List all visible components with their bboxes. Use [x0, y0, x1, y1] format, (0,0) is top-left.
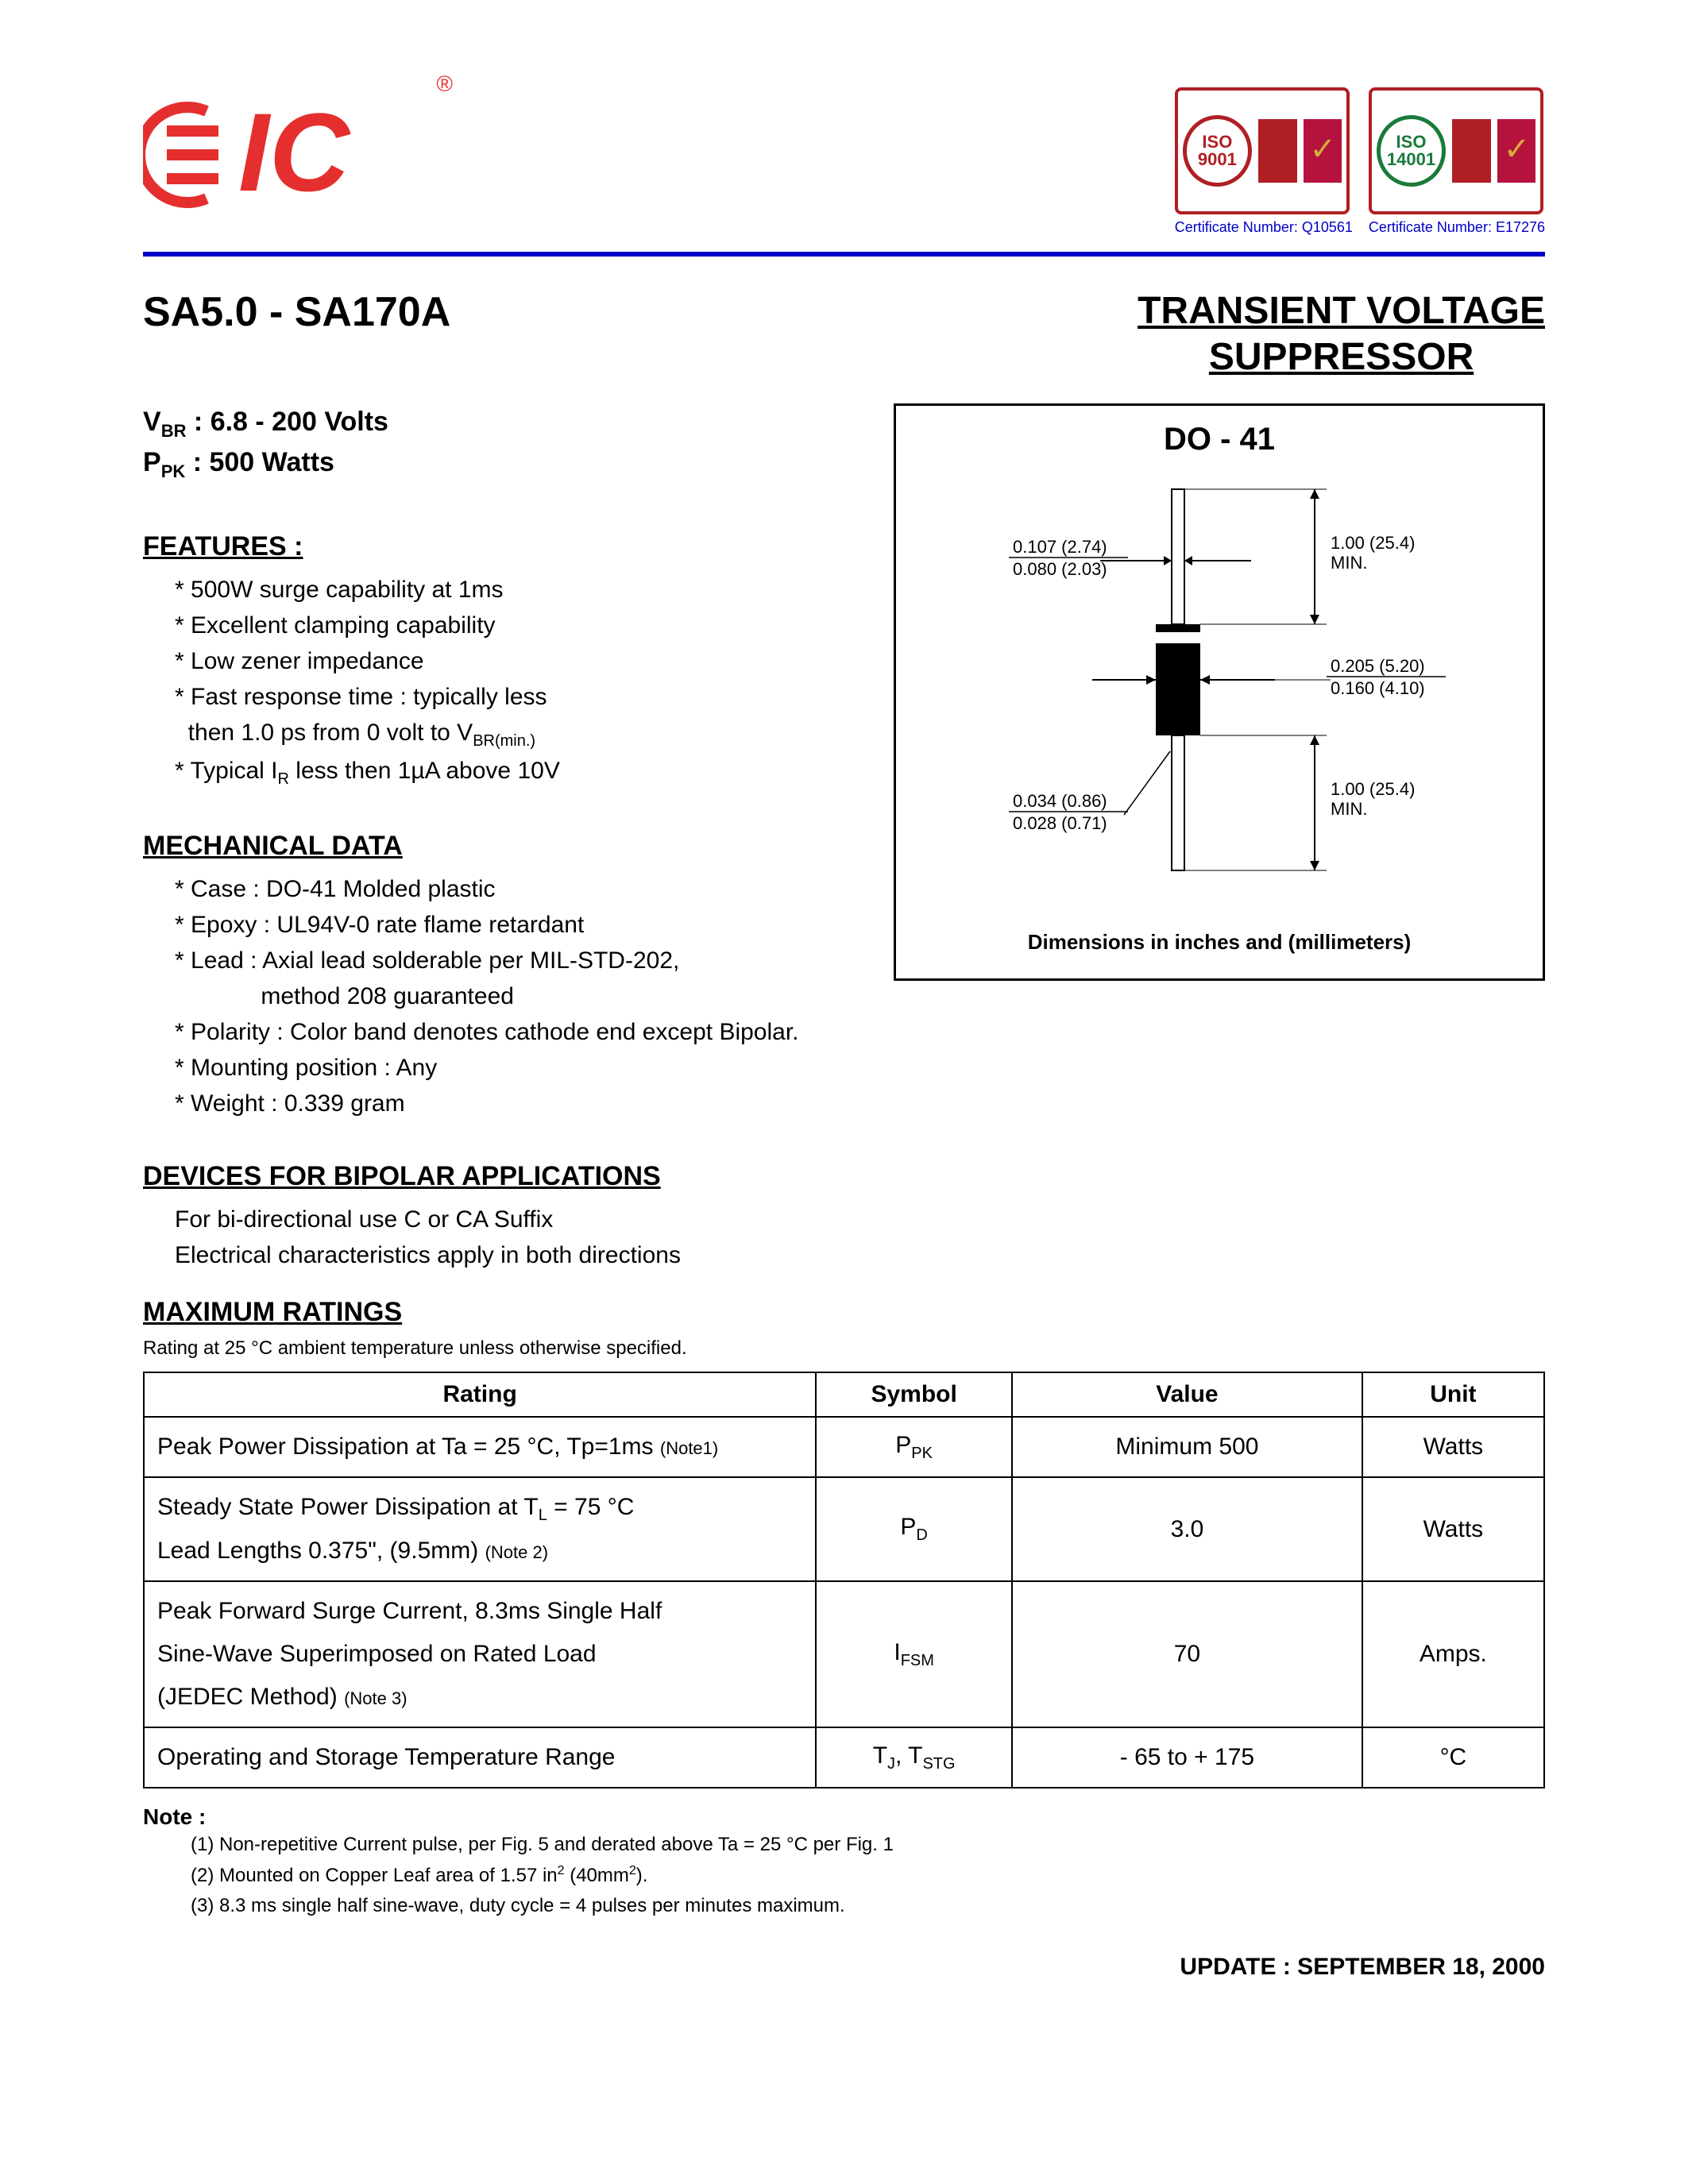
th-value: Value — [1012, 1372, 1362, 1417]
cell-symbol: PPK — [816, 1417, 1012, 1477]
note-item: (1) Non-repetitive Current pulse, per Fi… — [191, 1830, 1545, 1860]
dim-lead-dia-min: 0.080 (2.03) — [1013, 559, 1107, 579]
mechanical-heading: MECHANICAL DATA — [143, 831, 862, 862]
cell-value: 70 — [1012, 1581, 1362, 1727]
bipolar-heading: DEVICES FOR BIPOLAR APPLICATIONS — [143, 1161, 862, 1192]
table-row: Operating and Storage Temperature RangeT… — [144, 1727, 1544, 1788]
dim-top-lead-note: MIN. — [1331, 553, 1367, 573]
brand-logo: IC ® — [143, 87, 429, 226]
feature-item: * Fast response time : typically less th… — [175, 679, 862, 753]
bipolar-text: For bi-directional use C or CA Suffix El… — [175, 1202, 862, 1273]
header-divider — [143, 252, 1545, 257]
cell-rating: Operating and Storage Temperature Range — [144, 1727, 816, 1788]
dim-bot-lead-note: MIN. — [1331, 799, 1367, 819]
cell-rating: Steady State Power Dissipation at TL = 7… — [144, 1477, 816, 1581]
dim-bot-lead: 1.00 (25.4) — [1331, 779, 1415, 799]
mech-item: * Lead : Axial lead solderable per MIL-S… — [175, 943, 862, 1014]
cell-rating: Peak Forward Surge Current, 8.3ms Single… — [144, 1581, 816, 1727]
bipolar-line: Electrical characteristics apply in both… — [175, 1237, 862, 1273]
bipolar-line: For bi-directional use C or CA Suffix — [175, 1202, 862, 1237]
ppk-value: : 500 Watts — [193, 447, 334, 477]
main-content: VBR : 6.8 - 200 Volts PPK : 500 Watts FE… — [143, 403, 1545, 1297]
part-number-title: SA5.0 - SA170A — [143, 288, 450, 336]
features-list: * 500W surge capability at 1ms * Excelle… — [175, 572, 862, 791]
cert-iso14001: ISO 14001 Certificate Number: E17276 — [1369, 87, 1545, 236]
feature-item: * Typical IR less then 1µA above 10V — [175, 753, 862, 791]
table-row: Steady State Power Dissipation at TL = 7… — [144, 1477, 1544, 1581]
title-row: SA5.0 - SA170A TRANSIENT VOLTAGE SUPPRES… — [143, 288, 1545, 380]
right-column: DO - 41 0.107 (2.74) — [894, 403, 1545, 1297]
cell-rating: Peak Power Dissipation at Ta = 25 °C, Tp… — [144, 1417, 816, 1477]
certifications: ISO 9001 Certificate Number: Q10561 ISO … — [1175, 87, 1545, 236]
cert-side-panel — [1452, 119, 1491, 183]
notes-heading: Note : — [143, 1804, 1545, 1830]
features-heading: FEATURES : — [143, 531, 862, 562]
mech-item: * Mounting position : Any — [175, 1050, 862, 1086]
max-ratings-note: Rating at 25 °C ambient temperature unle… — [143, 1337, 1545, 1360]
feature-item: * 500W surge capability at 1ms — [175, 572, 862, 608]
title-line1: TRANSIENT VOLTAGE — [1138, 290, 1545, 332]
product-type-title: TRANSIENT VOLTAGE SUPPRESSOR — [1138, 288, 1545, 380]
cert-iso-label: ISO — [1396, 133, 1427, 151]
notes-block: Note : (1) Non-repetitive Current pulse,… — [143, 1804, 1545, 1921]
notes-list: (1) Non-repetitive Current pulse, per Fi… — [191, 1830, 1545, 1921]
cell-symbol: PD — [816, 1477, 1012, 1581]
max-ratings-heading: MAXIMUM RATINGS — [143, 1297, 1545, 1328]
mech-item: * Epoxy : UL94V-0 rate flame retardant — [175, 907, 862, 943]
dim-band-max: 0.034 (0.86) — [1013, 791, 1107, 811]
dim-top-lead: 1.00 (25.4) — [1331, 533, 1415, 553]
package-caption: Dimensions in inches and (millimeters) — [920, 930, 1519, 955]
cell-value: - 65 to + 175 — [1012, 1727, 1362, 1788]
cell-unit: Amps. — [1362, 1581, 1544, 1727]
dim-band-min: 0.028 (0.71) — [1013, 813, 1107, 833]
update-date: UPDATE : SEPTEMBER 18, 2000 — [143, 1954, 1545, 1981]
th-rating: Rating — [144, 1372, 816, 1417]
mech-item: * Polarity : Color band denotes cathode … — [175, 1014, 862, 1050]
svg-text:IC: IC — [238, 90, 351, 214]
cell-value: 3.0 — [1012, 1477, 1362, 1581]
cert-side-panel — [1258, 119, 1297, 183]
package-diagram-icon: 0.107 (2.74) 0.080 (2.03) 1.00 (25.4) MI… — [933, 473, 1505, 902]
ratings-table: Rating Symbol Value Unit Peak Power Diss… — [143, 1372, 1545, 1788]
cell-unit: °C — [1362, 1727, 1544, 1788]
feature-item: * Low zener impedance — [175, 643, 862, 679]
page-header: IC ® ISO 9001 Certificate Number: Q10561… — [143, 87, 1545, 236]
cert-iso-number: 14001 — [1387, 151, 1435, 168]
eic-logo-icon: IC — [143, 87, 429, 222]
left-column: VBR : 6.8 - 200 Volts PPK : 500 Watts FE… — [143, 403, 862, 1297]
vbr-value: : 6.8 - 200 Volts — [194, 407, 388, 437]
cell-unit: Watts — [1362, 1477, 1544, 1581]
cert-number: Certificate Number: E17276 — [1369, 219, 1545, 236]
table-row: Peak Forward Surge Current, 8.3ms Single… — [144, 1581, 1544, 1727]
th-unit: Unit — [1362, 1372, 1544, 1417]
cert-checkmark-icon — [1304, 119, 1342, 183]
cert-checkmark-icon — [1497, 119, 1535, 183]
cell-symbol: IFSM — [816, 1581, 1012, 1727]
mechanical-list: * Case : DO-41 Molded plastic * Epoxy : … — [175, 871, 862, 1121]
cert-iso-number: 9001 — [1198, 151, 1237, 168]
note-item: (2) Mounted on Copper Leaf area of 1.57 … — [191, 1861, 1545, 1891]
cert-iso-label: ISO — [1202, 133, 1232, 151]
cert-number: Certificate Number: Q10561 — [1175, 219, 1353, 236]
title-line2: SUPPRESSOR — [1209, 336, 1474, 378]
mech-item: * Weight : 0.339 gram — [175, 1086, 862, 1121]
dim-lead-dia-max: 0.107 (2.74) — [1013, 537, 1107, 557]
cell-unit: Watts — [1362, 1417, 1544, 1477]
registered-mark: ® — [436, 71, 453, 97]
note-item: (3) 8.3 ms single half sine-wave, duty c… — [191, 1891, 1545, 1921]
key-specs: VBR : 6.8 - 200 Volts PPK : 500 Watts — [143, 403, 862, 484]
package-outline-box: DO - 41 0.107 (2.74) — [894, 403, 1545, 981]
feature-item: * Excellent clamping capability — [175, 608, 862, 643]
th-symbol: Symbol — [816, 1372, 1012, 1417]
table-row: Peak Power Dissipation at Ta = 25 °C, Tp… — [144, 1417, 1544, 1477]
package-title: DO - 41 — [920, 422, 1519, 457]
dim-body-dia-min: 0.160 (4.10) — [1331, 678, 1425, 698]
dim-body-dia-max: 0.205 (5.20) — [1331, 656, 1425, 676]
cell-value: Minimum 500 — [1012, 1417, 1362, 1477]
table-header-row: Rating Symbol Value Unit — [144, 1372, 1544, 1417]
mech-item: * Case : DO-41 Molded plastic — [175, 871, 862, 907]
cell-symbol: TJ, TSTG — [816, 1727, 1012, 1788]
cert-iso9001: ISO 9001 Certificate Number: Q10561 — [1175, 87, 1353, 236]
